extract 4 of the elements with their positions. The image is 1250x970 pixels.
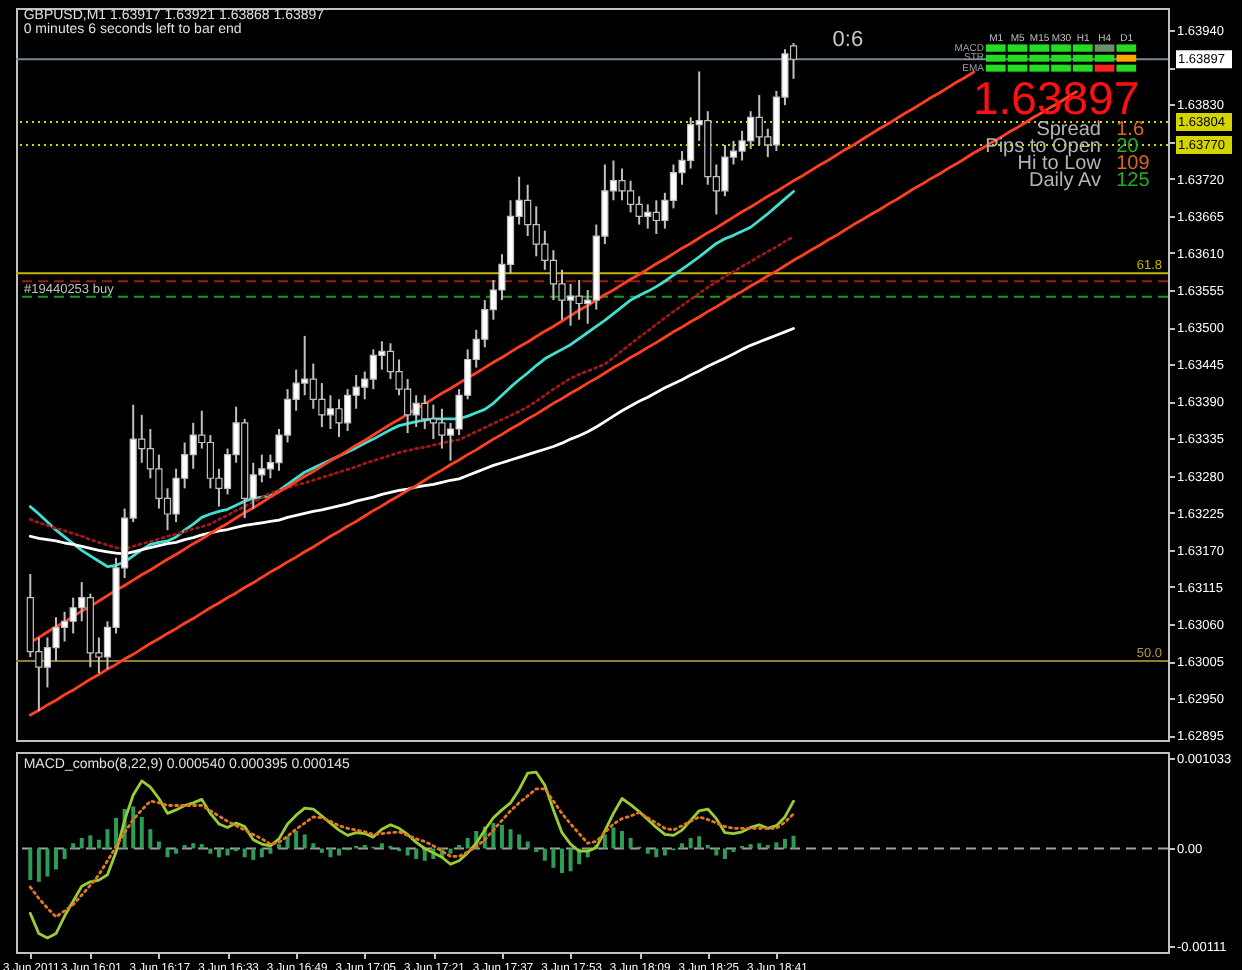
annotation: Spread — [1036, 119, 1101, 142]
annotation: 125 — [1116, 170, 1151, 193]
annotation: 0:6 — [832, 27, 864, 52]
annotation: Daily Av — [1029, 170, 1101, 193]
